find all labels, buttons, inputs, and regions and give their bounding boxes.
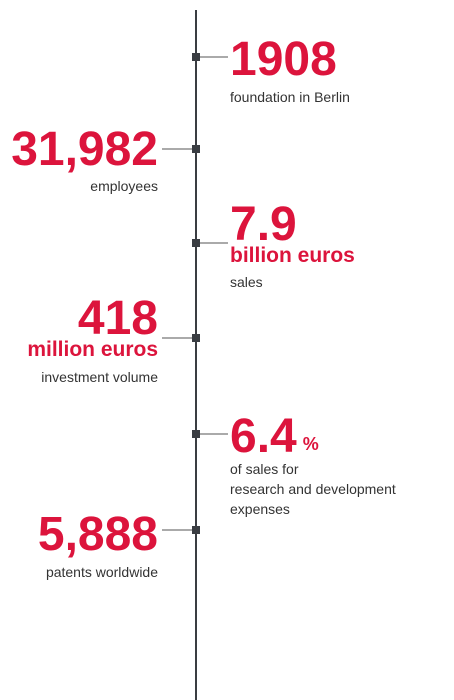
description: research and development [230, 481, 396, 497]
tick-marker [192, 53, 200, 61]
key-figure: 418 [78, 292, 158, 345]
unit: million euros [27, 338, 158, 361]
key-figure: 31,982 [11, 123, 158, 176]
key-figure: 6.4 [230, 410, 297, 463]
description: investment volume [41, 369, 158, 385]
unit: % [303, 434, 319, 454]
description: expenses [230, 501, 290, 517]
tick-marker [192, 430, 200, 438]
unit: billion euros [230, 244, 355, 267]
tick-marker [192, 334, 200, 342]
tick-marker [192, 526, 200, 534]
description: of sales for [230, 461, 299, 477]
key-figure: 5,888 [38, 508, 158, 561]
tick-marker [192, 239, 200, 247]
description: employees [90, 178, 158, 194]
key-figure: 1908 [230, 33, 337, 86]
description: sales [230, 274, 263, 290]
description: foundation in Berlin [230, 89, 350, 105]
description: patents worldwide [46, 564, 158, 580]
tick-marker [192, 145, 200, 153]
key-figure: 7.9 [230, 198, 297, 251]
